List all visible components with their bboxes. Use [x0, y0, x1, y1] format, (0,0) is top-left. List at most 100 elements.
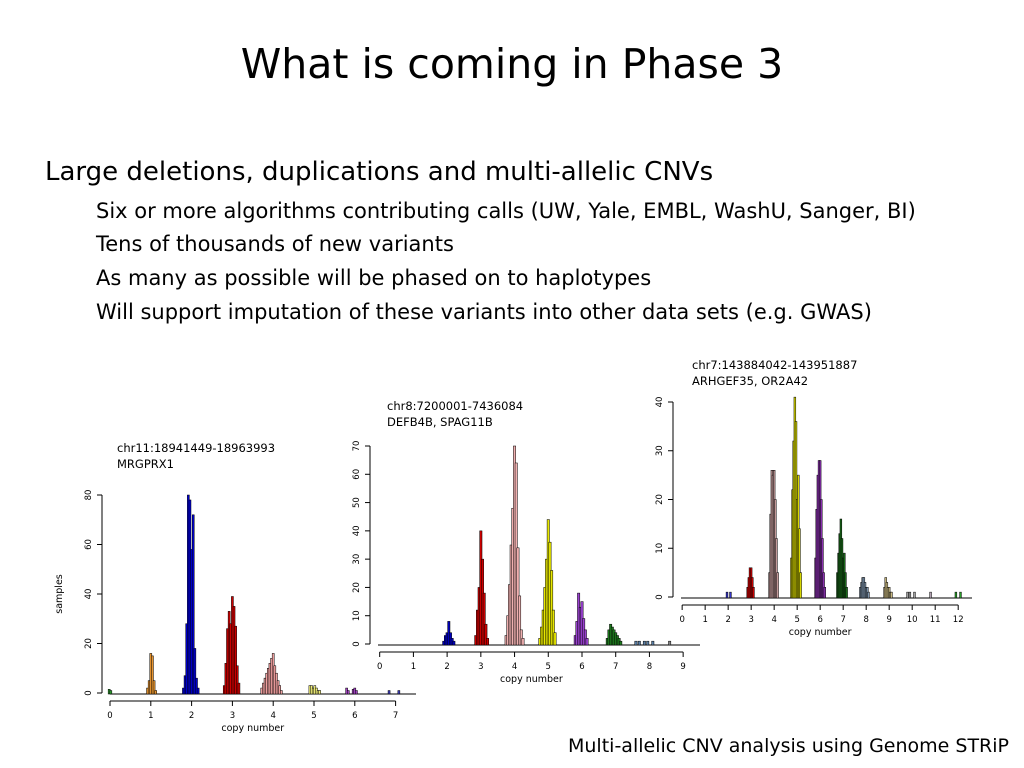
histogram-bar: [318, 690, 321, 695]
histogram-bar: [890, 591, 893, 599]
histogram-bar: [196, 687, 200, 695]
histogram-bar: [845, 587, 848, 599]
y-tick-label: 0: [655, 594, 665, 599]
x-tick-label: 9: [886, 615, 891, 625]
y-tick-label: 30: [655, 445, 665, 456]
histogram-bar: [954, 591, 958, 599]
histogram-bar: [908, 591, 912, 599]
y-tick-label: 0: [352, 641, 362, 646]
y-tick-label: 40: [655, 397, 665, 408]
histogram-bar: [637, 640, 641, 646]
y-tick-label: 10: [655, 543, 665, 554]
sub-bullet: As many as possible will be phased on to…: [96, 266, 652, 290]
x-tick-label: 1: [148, 711, 153, 721]
x-tick-label: 2: [189, 711, 194, 721]
histogram-bar: [929, 591, 932, 599]
histogram-bar: [452, 640, 456, 646]
histogram-chart-1: chr11:18941449-18963993MRGPRX10204060800…: [54, 441, 416, 734]
histogram-bar: [154, 690, 157, 695]
histogram-bar: [191, 514, 195, 695]
histogram-bar: [668, 640, 672, 646]
x-tick-label: 7: [613, 662, 618, 672]
histogram-bar: [151, 655, 154, 695]
histogram-bar: [823, 587, 826, 599]
histogram-bar: [799, 572, 802, 599]
x-axis-title: copy number: [221, 723, 284, 734]
y-tick-label: 50: [352, 497, 362, 508]
bullet-main: Large deletions, duplications and multi-…: [45, 157, 714, 187]
x-tick-label: 8: [647, 662, 652, 672]
x-tick-label: 6: [817, 615, 822, 625]
y-tick-label: 20: [352, 582, 362, 593]
histogram-bar: [280, 690, 283, 695]
histogram-bar: [397, 690, 401, 695]
x-tick-label: 6: [352, 711, 357, 721]
y-tick-label: 30: [352, 554, 362, 565]
y-tick-label: 70: [352, 441, 362, 452]
y-tick-label: 0: [84, 690, 94, 695]
x-tick-label: 8: [863, 615, 868, 625]
x-tick-label: 4: [270, 711, 275, 721]
x-tick-label: 12: [953, 615, 964, 625]
x-tick-label: 2: [444, 662, 449, 672]
histogram-bar: [521, 638, 525, 646]
x-tick-label: 0: [107, 711, 112, 721]
histogram-bar: [867, 591, 870, 599]
y-tick-label: 80: [84, 490, 94, 501]
histogram-bar: [193, 648, 197, 695]
x-tick-label: 0: [377, 662, 382, 672]
histogram-bar: [619, 640, 623, 646]
histogram-bar: [725, 591, 729, 599]
y-tick-label: 40: [84, 589, 94, 600]
histogram-bar: [752, 587, 755, 599]
x-tick-label: 4: [512, 662, 517, 672]
chart-genes-label: MRGPRX1: [117, 457, 174, 471]
y-tick-label: 60: [352, 469, 362, 480]
y-axis-title: samples: [54, 574, 65, 614]
x-tick-label: 9: [680, 662, 685, 672]
slide-caption: Multi-allelic CNV analysis using Genome …: [568, 735, 1009, 757]
x-tick-label: 6: [579, 662, 584, 672]
histogram-bar: [585, 638, 589, 646]
x-tick-label: 3: [748, 615, 753, 625]
x-tick-label: 3: [478, 662, 483, 672]
histogram-bar: [519, 629, 523, 646]
chart-region-label: chr11:18941449-18963993: [117, 441, 275, 455]
histogram-bar: [550, 570, 554, 646]
histogram-bar: [484, 623, 488, 646]
histogram-bar: [486, 638, 490, 646]
slide-title: What is coming in Phase 3: [240, 40, 784, 88]
chart-region-label: chr8:7200001-7436084: [387, 399, 523, 413]
sub-bullet: Six or more algorithms contributing call…: [96, 199, 916, 223]
histogram-bar: [776, 572, 779, 599]
histogram-bar: [913, 591, 916, 599]
y-tick-label: 60: [84, 539, 94, 550]
histogram-bar: [959, 591, 962, 599]
y-tick-label: 20: [655, 494, 665, 505]
histogram-bar: [152, 680, 156, 695]
sub-bullet: Tens of thousands of new variants: [96, 232, 454, 256]
x-tick-label: 0: [679, 615, 684, 625]
histogram-chart-3: chr7:143884042-143951887 ARHGEF35, OR2A42…: [655, 358, 972, 638]
y-tick-label: 40: [352, 525, 362, 536]
x-tick-label: 2: [725, 615, 730, 625]
chart-region-label: chr7:143884042-143951887: [692, 358, 857, 372]
y-tick-label: 10: [352, 610, 362, 621]
histogram-bar: [195, 677, 198, 695]
x-tick-label: 4: [771, 615, 776, 625]
x-tick-label: 5: [546, 662, 551, 672]
histogram-bar: [234, 625, 237, 695]
histogram-bar: [551, 609, 555, 646]
histogram-bar: [237, 682, 241, 695]
x-axis-title: copy number: [500, 674, 563, 685]
x-tick-label: 10: [907, 615, 918, 625]
histogram-bar: [906, 591, 909, 599]
x-axis-title: copy number: [789, 627, 852, 638]
x-tick-label: 5: [794, 615, 799, 625]
histogram-bar: [347, 690, 350, 695]
histogram-bar: [482, 592, 486, 646]
chart-genes-label: DEFB4B, SPAG11B: [387, 415, 493, 429]
x-tick-label: 11: [930, 615, 941, 625]
